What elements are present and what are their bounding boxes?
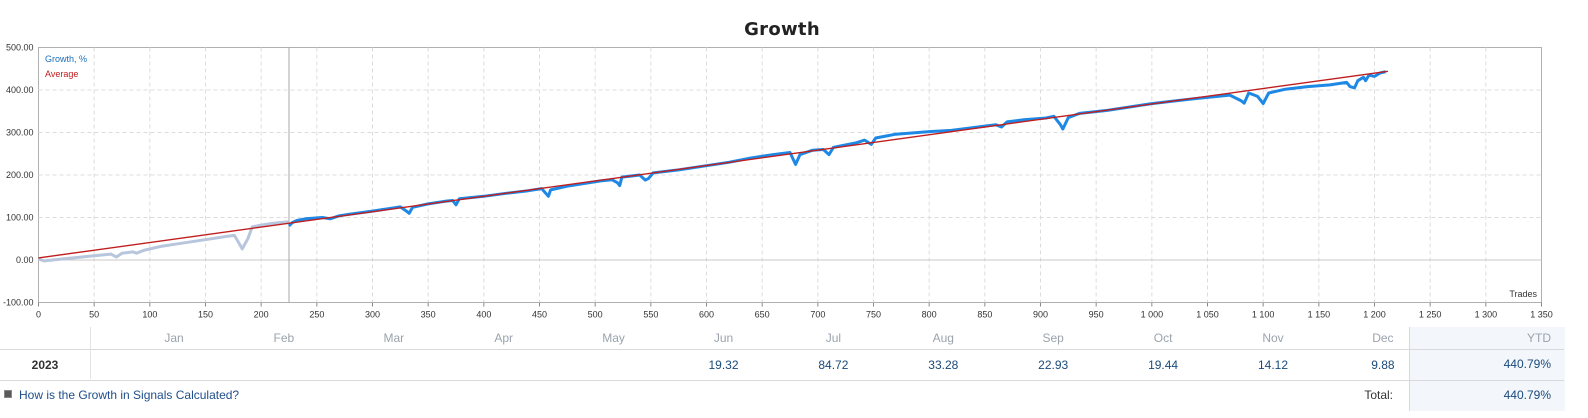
month-header-mar: Mar xyxy=(383,331,405,345)
x-tick-label: 600 xyxy=(699,310,714,320)
x-tick-label: 750 xyxy=(866,310,881,320)
month-value-oct[interactable]: 19.44 xyxy=(1148,358,1179,372)
x-tick-label: 200 xyxy=(254,310,269,320)
gridlines xyxy=(38,47,1542,303)
total-value: 440.79% xyxy=(1503,388,1551,402)
x-tick-label: 700 xyxy=(810,310,825,320)
y-tick-label: -100.00 xyxy=(3,298,34,308)
y-tick-label: 500.00 xyxy=(6,43,34,53)
month-header-nov: Nov xyxy=(1262,331,1284,345)
x-tick-label: 100 xyxy=(142,310,157,320)
year-label: 2023 xyxy=(31,358,59,372)
y-tick-label: 0.00 xyxy=(16,255,34,265)
y-tick-label: 300.00 xyxy=(6,128,34,138)
y-tick-label: 100.00 xyxy=(6,213,34,223)
table-footer: How is the Growth in Signals Calculated?… xyxy=(0,380,1409,410)
y-tick-label: 200.00 xyxy=(6,170,34,180)
month-header-apr: Apr xyxy=(494,331,514,345)
ytd-value: 440.79% xyxy=(1503,357,1551,371)
x-tick-label: 450 xyxy=(532,310,547,320)
month-value-nov[interactable]: 14.12 xyxy=(1257,358,1289,372)
x-tick-label: 1 200 xyxy=(1363,310,1386,320)
month-header-oct: Oct xyxy=(1153,331,1173,345)
month-header-aug: Aug xyxy=(932,331,954,345)
year-row: 2023 19.32 84.72 33.28 22.93 19.44 14.12 9.88 xyxy=(0,349,1564,381)
growth-help-link[interactable]: How is the Growth in Signals Calculated? xyxy=(19,388,240,402)
x-tick-label: 400 xyxy=(476,310,491,320)
x-tick-label: 1 000 xyxy=(1141,310,1164,320)
month-header-jan: Jan xyxy=(164,331,184,345)
help-icon xyxy=(4,390,12,398)
x-tick-label: 1 250 xyxy=(1419,310,1442,320)
year-divider xyxy=(90,327,91,379)
month-header-feb: Feb xyxy=(273,331,295,345)
x-tick-label: 800 xyxy=(922,310,937,320)
legend-growth: Growth, % xyxy=(45,54,87,64)
x-tick-label: 1 100 xyxy=(1252,310,1275,320)
month-value-aug[interactable]: 33.28 xyxy=(928,358,959,372)
x-tick-label: 50 xyxy=(89,310,99,320)
x-tick-label: 950 xyxy=(1089,310,1104,320)
growth-history-line xyxy=(38,220,290,263)
ytd-header: YTD xyxy=(1527,331,1551,345)
growth-chart: 0 50 100 150 200 250 300 350 400 450 500 550 600 650 7… xyxy=(3,43,1553,320)
x-axis-ticks: 0 50 100 150 200 250 300 350 400 450 500 550 600 650 7… xyxy=(36,302,1553,320)
month-header-jul: Jul xyxy=(825,331,842,345)
x-tick-label: 1 350 xyxy=(1530,310,1553,320)
x-axis-label: Trades xyxy=(1509,289,1537,299)
legend: Growth, % Average xyxy=(45,54,87,79)
month-value-sep[interactable]: 22.93 xyxy=(1038,358,1069,372)
x-tick-label: 1 300 xyxy=(1475,310,1498,320)
x-tick-label: 1 150 xyxy=(1308,310,1331,320)
x-tick-label: 900 xyxy=(1033,310,1048,320)
x-tick-label: 1 050 xyxy=(1196,310,1219,320)
month-header-sep: Sep xyxy=(1042,331,1064,345)
x-tick-label: 350 xyxy=(421,310,436,320)
month-value-jul[interactable]: 84.72 xyxy=(818,358,849,372)
series-lines xyxy=(38,70,1388,263)
y-axis-ticks: -100.00 0.00 100.00 200.00 300.00 400.00 500.0… xyxy=(3,43,34,308)
x-tick-label: 0 xyxy=(36,310,41,320)
x-tick-label: 550 xyxy=(643,310,658,320)
month-header-dec: Dec xyxy=(1372,331,1394,345)
legend-average: Average xyxy=(45,69,78,79)
month-value-jun[interactable]: 19.32 xyxy=(708,358,739,372)
x-tick-label: 300 xyxy=(365,310,380,320)
month-value-dec[interactable]: 9.88 xyxy=(1371,358,1395,372)
x-tick-label: 150 xyxy=(198,310,213,320)
x-tick-label: 850 xyxy=(977,310,992,320)
y-tick-label: 400.00 xyxy=(6,85,34,95)
total-label: Total: xyxy=(1364,388,1393,402)
average-line xyxy=(38,70,1388,259)
chart-title: Growth xyxy=(744,19,820,40)
month-header-jun: Jun xyxy=(713,331,734,345)
x-tick-label: 250 xyxy=(309,310,324,320)
month-header-may: May xyxy=(602,331,625,345)
x-tick-label: 650 xyxy=(755,310,770,320)
x-tick-label: 500 xyxy=(588,310,603,320)
ytd-column: YTD 440.79% 440.79% xyxy=(1409,327,1565,411)
month-header-row: Jan Feb Mar Apr May Jun Jul Aug Sep Oct Nov Dec xyxy=(0,327,1564,349)
